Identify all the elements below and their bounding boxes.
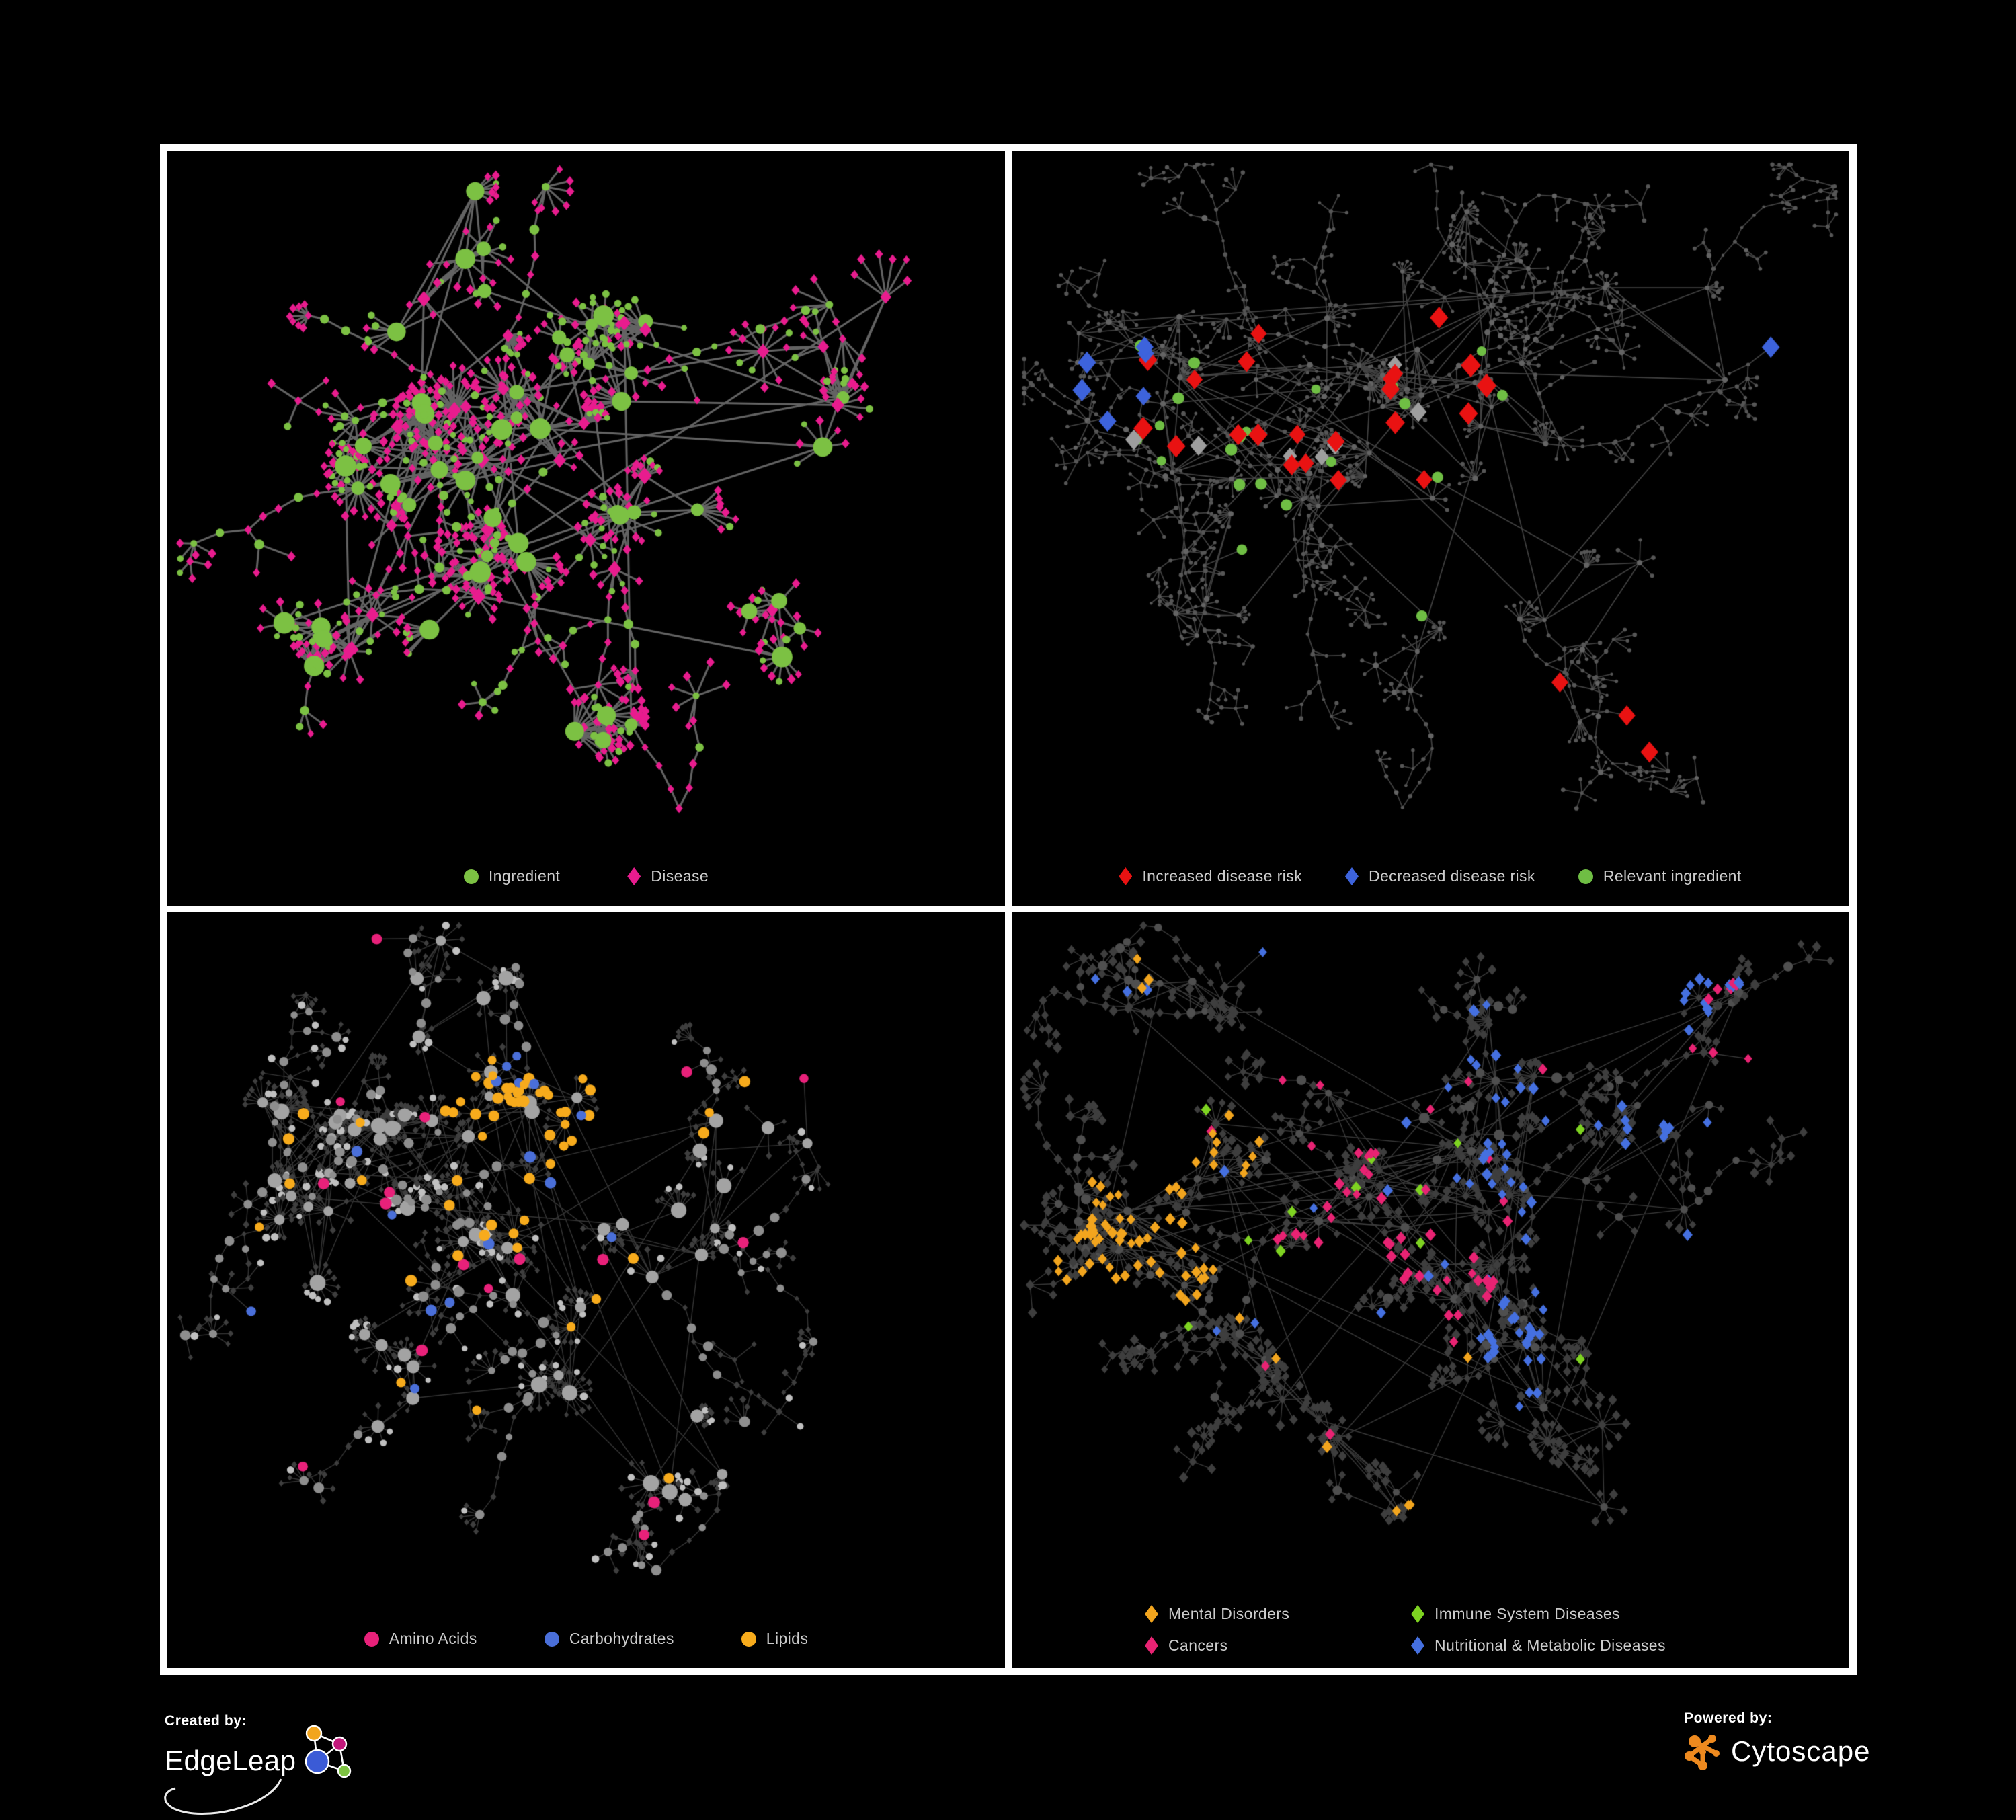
legend-label: Mental Disorders	[1168, 1605, 1290, 1622]
ingredient-disease-legend: Ingredient Disease	[167, 867, 1005, 885]
diamond-marker-icon	[627, 867, 641, 885]
legend-item-disease: Disease	[627, 867, 709, 885]
circle-marker-icon	[463, 869, 479, 884]
legend-label: Cancers	[1168, 1636, 1228, 1654]
legend-item-carbohydrates: Carbohydrates	[544, 1630, 674, 1648]
disease-risk-network-canvas	[1012, 151, 1849, 906]
legend-item-increased-disease-risk: Increased disease risk	[1119, 867, 1302, 885]
diamond-marker-icon	[1145, 1605, 1158, 1623]
circle-marker-icon	[741, 1631, 756, 1647]
diamond-marker-icon	[1344, 867, 1359, 885]
edgeleap-wordmark: EdgeLeap	[165, 1745, 296, 1776]
created-by-label: Created by:	[165, 1713, 247, 1729]
legend-label: Disease	[651, 867, 709, 885]
panel-ingredient-disease-network: Ingredient Disease	[167, 151, 1005, 906]
diamond-marker-icon	[1119, 867, 1133, 885]
circle-marker-icon	[364, 1631, 379, 1647]
cytoscape-wordmark: Cytoscape	[1731, 1735, 1871, 1767]
edgeleap-attribution: Created by: EdgeLeap	[164, 1713, 434, 1815]
nutrient-class-legend: Amino Acids Carbohydrates Lipids	[167, 1630, 1005, 1648]
cytoscape-attribution: Powered by: Cytoscape	[1684, 1710, 1966, 1791]
legend-item-ingredient: Ingredient	[463, 867, 561, 885]
powered-by-label: Powered by:	[1684, 1710, 1773, 1726]
legend-label: Ingredient	[488, 867, 561, 885]
panel-disease-risk-network: Increased disease risk Decreased disease …	[1012, 151, 1849, 906]
legend-label: Lipids	[766, 1630, 809, 1647]
legend-label: Immune System Diseases	[1435, 1605, 1620, 1622]
diamond-marker-icon	[1411, 1605, 1424, 1623]
legend-item-cancers: Cancers	[1145, 1636, 1395, 1655]
legend-label: Decreased disease risk	[1368, 867, 1535, 885]
legend-item-decreased-disease-risk: Decreased disease risk	[1344, 867, 1535, 885]
diamond-marker-icon	[1145, 1636, 1158, 1655]
diamond-marker-icon	[1411, 1636, 1424, 1655]
legend-item-amino-acids: Amino Acids	[364, 1630, 477, 1648]
disease-category-network-canvas	[1012, 912, 1849, 1668]
ingredient-disease-network-canvas	[167, 151, 1005, 906]
circle-marker-icon	[1578, 869, 1593, 884]
legend-label: Increased disease risk	[1142, 867, 1302, 885]
legend-label: Nutritional & Metabolic Diseases	[1435, 1636, 1666, 1654]
legend-label: Relevant ingredient	[1603, 867, 1742, 885]
nutrient-class-network-canvas	[167, 912, 1005, 1668]
legend-label: Amino Acids	[389, 1630, 477, 1647]
cytoscape-logo-icon	[1685, 1735, 1720, 1770]
disease-category-legend: Mental Disorders Immune System Diseases Ca…	[1145, 1605, 1666, 1655]
legend-item-immune-system-diseases: Immune System Diseases	[1411, 1605, 1666, 1623]
legend-label: Carbohydrates	[569, 1630, 674, 1647]
legend-item-nutritional-metabolic-diseases: Nutritional & Metabolic Diseases	[1411, 1636, 1666, 1655]
panel-disease-category-network: Mental Disorders Immune System Diseases Ca…	[1012, 912, 1849, 1668]
legend-item-lipids: Lipids	[741, 1630, 809, 1648]
panel-nutrient-class-network: Amino Acids Carbohydrates Lipids	[167, 912, 1005, 1668]
legend-item-mental-disorders: Mental Disorders	[1145, 1605, 1395, 1623]
circle-marker-icon	[544, 1631, 559, 1647]
edgeleap-logo-icon	[305, 1725, 351, 1778]
disease-risk-legend: Increased disease risk Decreased disease …	[1012, 867, 1849, 885]
legend-item-relevant-ingredient: Relevant ingredient	[1578, 867, 1742, 885]
figure-frame: Ingredient Disease Increased disease risk…	[160, 144, 1857, 1675]
